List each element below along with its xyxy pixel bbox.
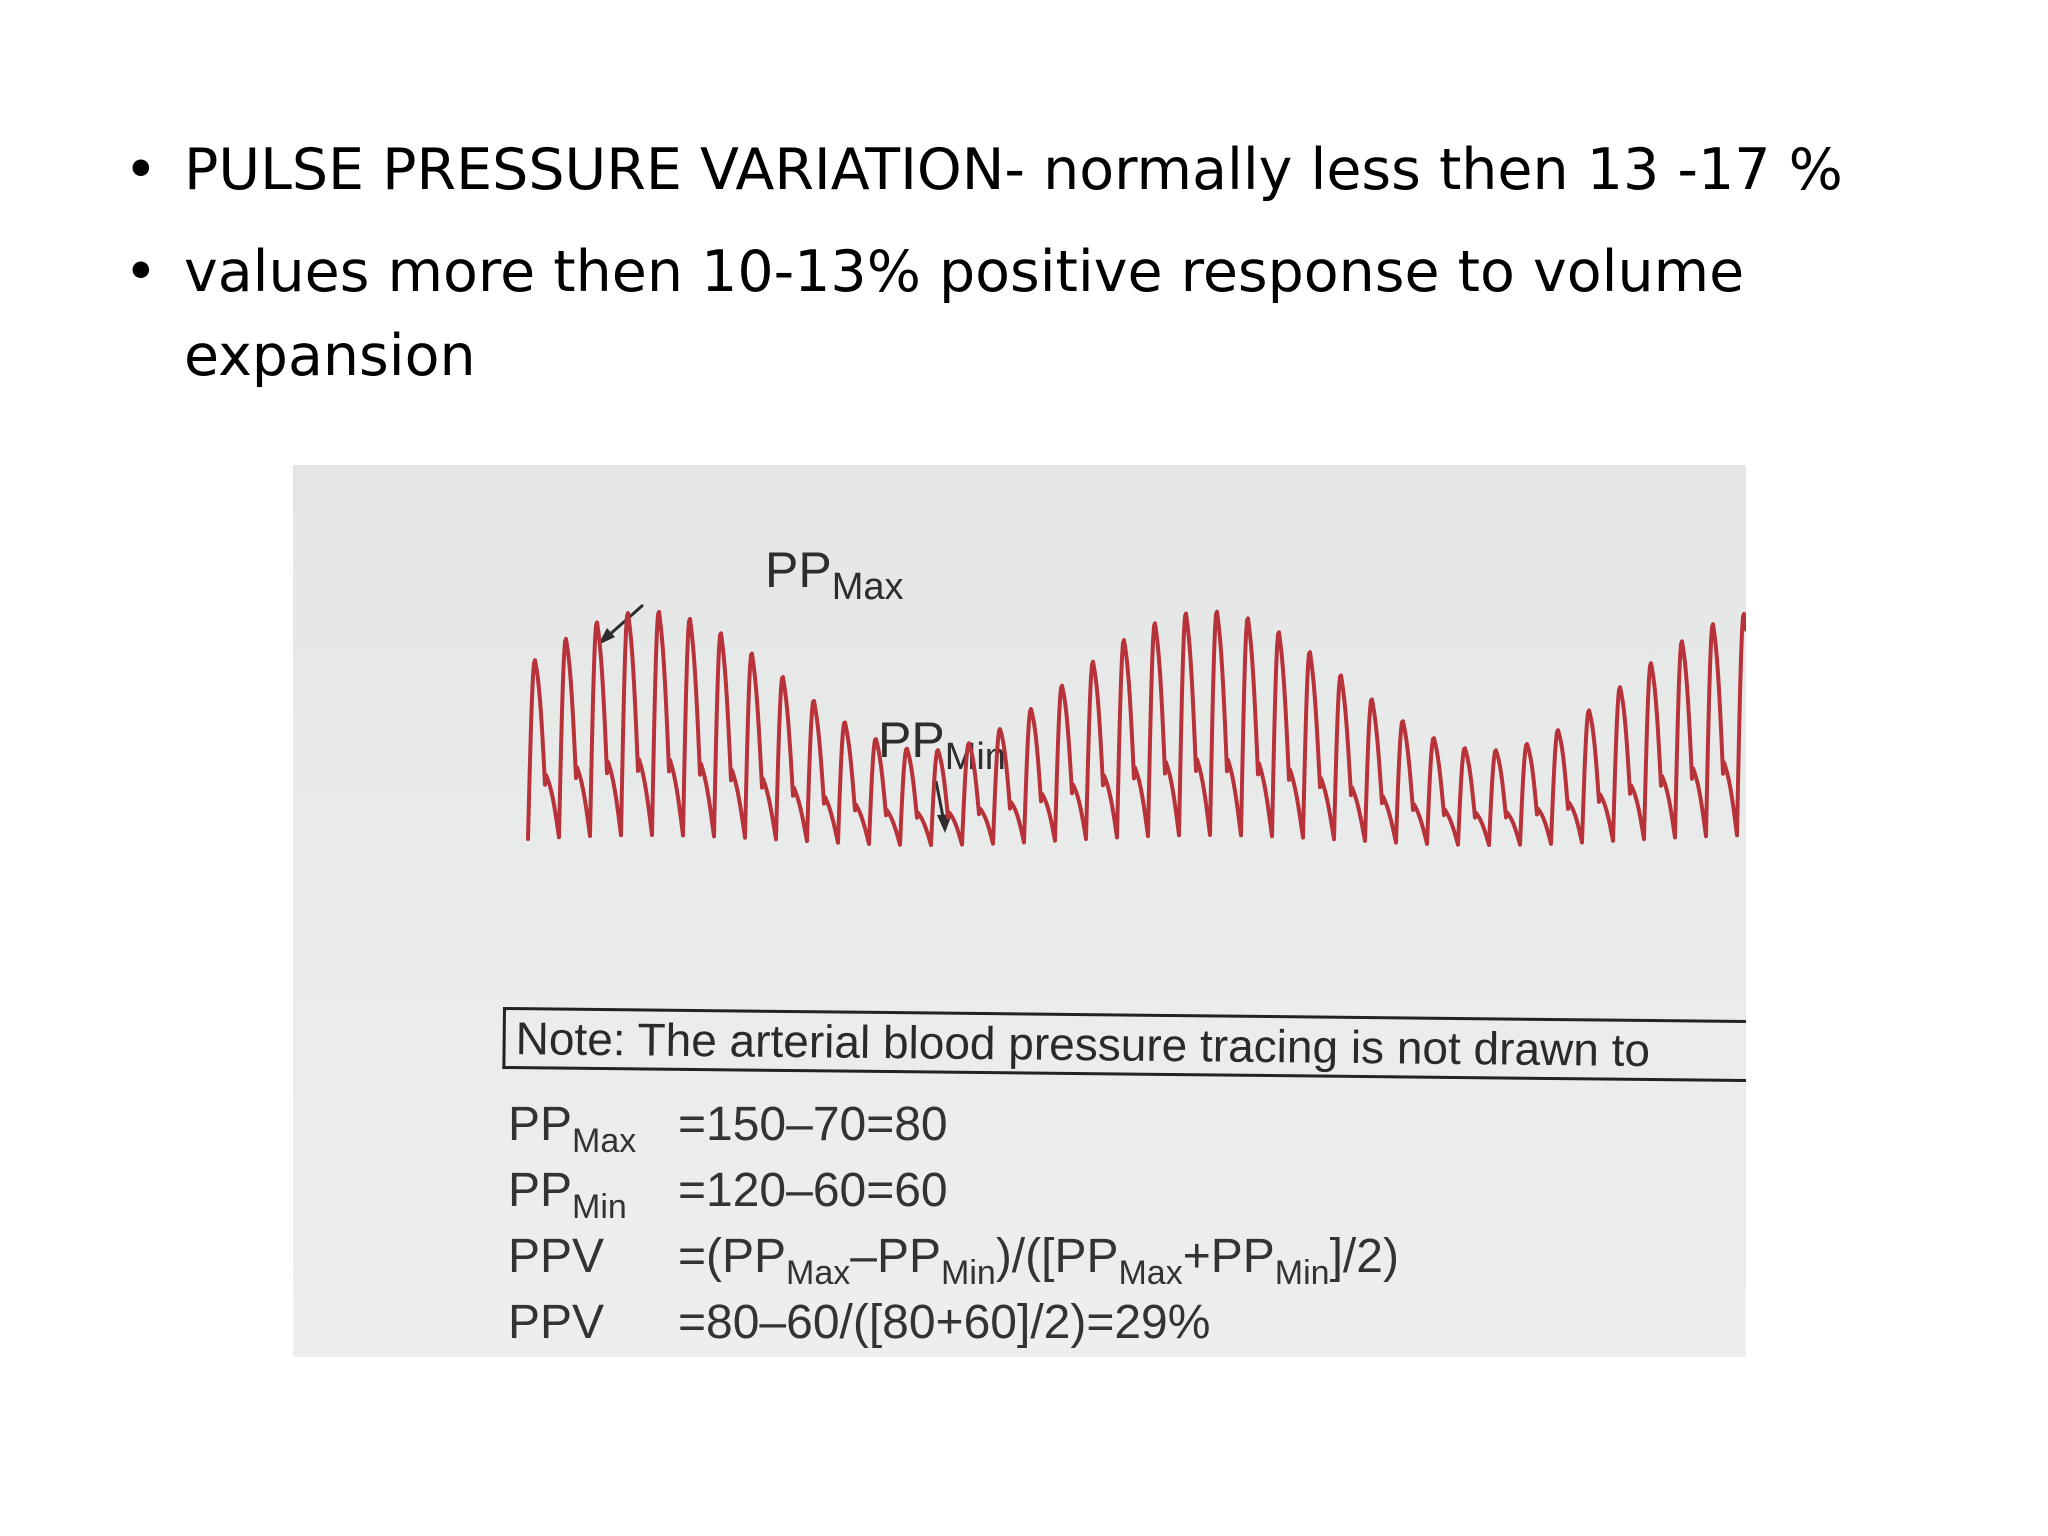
bullet-item: • PULSE PRESSURE VARIATION- normally les… [110, 128, 1930, 212]
formula-lhs: PPMax [508, 1098, 637, 1160]
bullet-text-volume-response: values more then 10-13% positive respons… [184, 239, 1745, 389]
bullet-dot: • [124, 137, 158, 203]
pp-min-arrow [934, 780, 945, 818]
formula-lhs: PPMin [508, 1164, 627, 1226]
formula-rhs: =(PPMax–PPMin)/([PPMax+PPMin]/2) [678, 1230, 1399, 1292]
pp-max-label: PPMax [765, 542, 904, 608]
formula-lhs: PPV [508, 1230, 605, 1283]
formula-rhs: =120–60=60 [678, 1164, 948, 1217]
bullet-dot: • [124, 239, 158, 305]
formula-rhs: =80–60/([80+60]/2)=29% [678, 1296, 1211, 1349]
formula-lhs: PPV [508, 1296, 605, 1349]
pp-max-arrowhead [598, 628, 615, 645]
bullet-item: • values more then 10-13% positive respo… [110, 230, 1930, 398]
bullet-list: • PULSE PRESSURE VARIATION- normally les… [110, 128, 1930, 416]
bullet-text-ppv-normal: PULSE PRESSURE VARIATION- normally less … [184, 137, 1843, 203]
note-text: Note: The arterial blood pressure tracin… [515, 1012, 1651, 1077]
note-box: Note: The arterial blood pressure tracin… [502, 1007, 1746, 1083]
pulse-pressure-figure: PPMax PPMin Note: The arterial blood pre… [293, 465, 1746, 1357]
arterial-pressure-trace [526, 609, 1746, 847]
formula-rhs: =150–70=80 [678, 1098, 948, 1151]
figure-drawing: PPMax PPMin [526, 542, 1746, 847]
